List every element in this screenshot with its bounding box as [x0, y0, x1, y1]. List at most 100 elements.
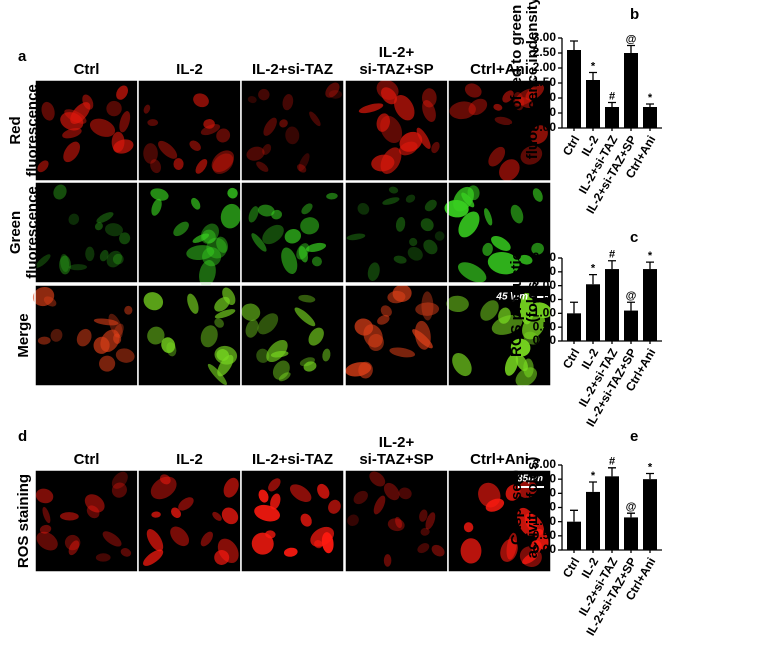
cell: [251, 233, 267, 252]
cell: [147, 119, 159, 127]
border: [240, 181, 345, 284]
cell: [467, 185, 480, 201]
y-tick-label: 0.50: [533, 528, 557, 542]
cells: [358, 79, 440, 174]
error-bar: [570, 509, 578, 522]
error-bar: [646, 261, 654, 270]
cells: [345, 284, 440, 379]
cell: [377, 315, 390, 325]
y-tick-label: 0.00: [533, 333, 557, 347]
micrograph: [35, 182, 138, 283]
cell: [53, 184, 67, 200]
cell: [222, 287, 236, 305]
x-tick-label: Ctrl: [560, 133, 582, 158]
y-axis-title: Ratio of red to green: [508, 5, 525, 152]
cell: [498, 307, 511, 324]
cell: [417, 543, 430, 554]
cell: [151, 511, 161, 518]
cell: [59, 512, 79, 521]
border: [447, 79, 552, 182]
significance-mark: *: [591, 470, 596, 482]
y-axis-title: (folds): [524, 277, 541, 323]
cell: [387, 518, 405, 532]
cell: [221, 507, 239, 525]
cell: [303, 361, 317, 372]
cell: [248, 206, 259, 223]
column-header: IL-2: [176, 451, 203, 468]
cell: [281, 247, 298, 275]
cell: [207, 363, 227, 386]
cell: [296, 164, 307, 173]
column-header: si-TAZ+SP: [359, 61, 433, 78]
y-tick-label: 3.00: [533, 30, 557, 44]
cells: [347, 471, 445, 567]
cells: [446, 292, 552, 387]
cell: [271, 209, 283, 220]
cell: [354, 318, 374, 336]
cell: [42, 506, 51, 524]
cell: [373, 495, 386, 515]
cell: [431, 544, 445, 557]
column-header: IL-2+: [379, 434, 415, 451]
cell: [220, 203, 242, 229]
cell: [115, 348, 135, 363]
cell: [93, 336, 110, 354]
significance-mark: *: [591, 263, 596, 275]
cell: [484, 208, 493, 226]
cell: [37, 336, 51, 345]
cell: [491, 235, 511, 251]
y-tick-label: 1.00: [533, 514, 557, 528]
cell: [251, 532, 274, 555]
cell: [388, 186, 399, 194]
cell: [187, 293, 199, 314]
cell: [353, 490, 368, 505]
cell: [202, 229, 216, 244]
cell: [480, 300, 499, 321]
panel-label: b: [630, 6, 639, 23]
cell: [405, 194, 416, 203]
cell: [262, 224, 284, 245]
cell: [434, 231, 445, 241]
cell: [289, 484, 312, 503]
cell: [170, 526, 190, 547]
y-tick-label: 0.00: [533, 542, 557, 556]
cells: [143, 93, 235, 174]
cell: [376, 79, 399, 100]
cell: [298, 153, 310, 172]
y-tick-label: 1.50: [533, 292, 557, 306]
panel-label: e: [630, 428, 638, 445]
y-tick-label: 0.50: [533, 105, 557, 119]
cell: [214, 309, 236, 319]
cell: [382, 197, 400, 205]
cell: [89, 118, 116, 137]
column-header: Ctrl+Ani: [470, 451, 529, 468]
cell: [422, 100, 436, 122]
bar: [605, 476, 619, 550]
cell: [380, 87, 397, 105]
error-bar: [646, 103, 654, 107]
error-bar: [627, 301, 635, 311]
error-bar: [646, 472, 654, 480]
cell: [227, 187, 238, 199]
cells: [143, 474, 239, 566]
micrograph: [35, 470, 138, 572]
cell: [84, 494, 105, 513]
cell: [357, 203, 370, 215]
error-bar: [608, 467, 616, 477]
y-tick-label: 1.50: [533, 75, 557, 89]
cell: [389, 347, 416, 358]
cell: [395, 216, 406, 232]
error-bar: [570, 301, 578, 314]
y-tick-label: 2.50: [533, 471, 557, 485]
cell: [173, 221, 189, 237]
bar: [643, 107, 657, 128]
cell: [301, 203, 313, 215]
y-tick-label: 1.00: [533, 90, 557, 104]
cell: [383, 482, 400, 501]
cell: [283, 547, 298, 557]
cell: [369, 471, 386, 487]
cell: [309, 111, 321, 127]
cell: [39, 524, 52, 534]
cell: [482, 242, 493, 256]
cell: [60, 112, 84, 131]
